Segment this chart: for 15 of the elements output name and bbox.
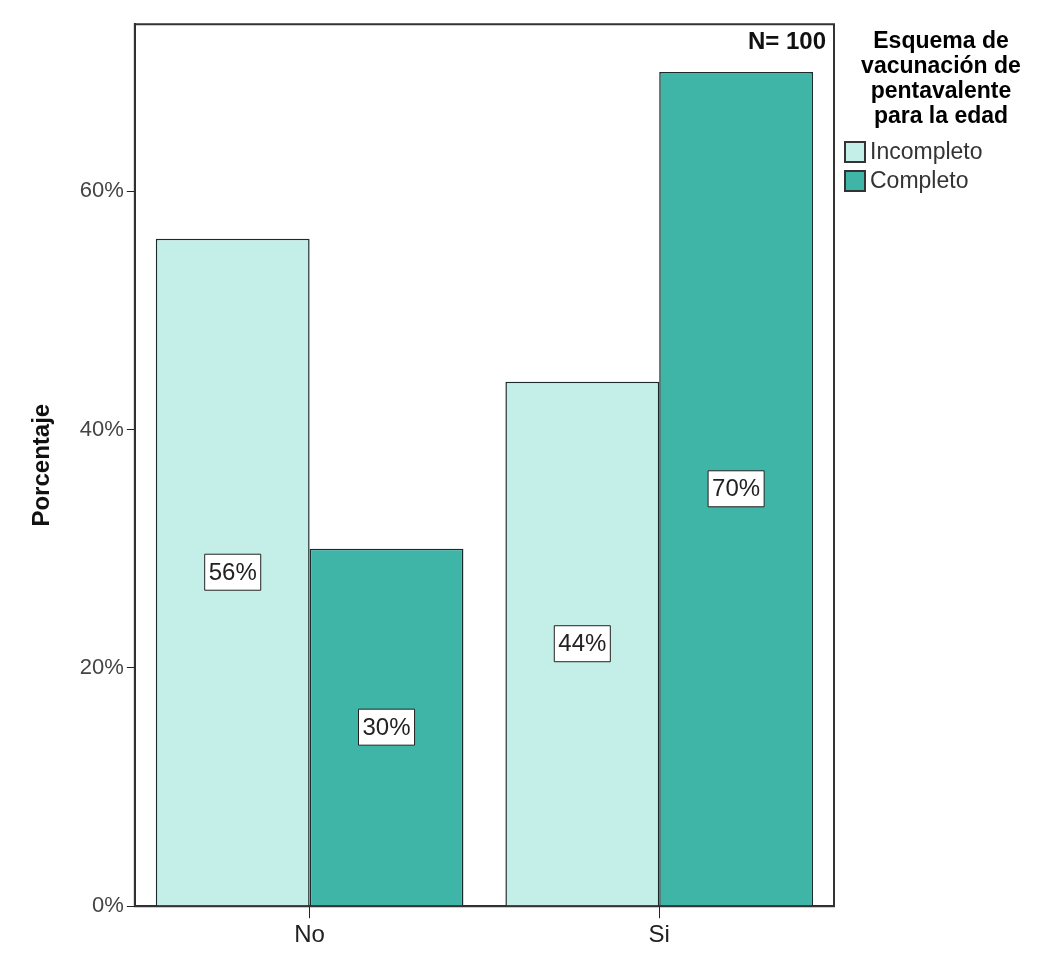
legend-label: Incompleto bbox=[870, 138, 983, 165]
x-tick-label: No bbox=[294, 920, 325, 948]
legend-label: Completo bbox=[870, 167, 969, 194]
annotation: N= 100 bbox=[747, 26, 826, 54]
y-tick-label: 40% bbox=[79, 415, 124, 441]
y-tick-label: 0% bbox=[92, 892, 124, 918]
data-label: 44% bbox=[558, 629, 607, 657]
legend-title: Esquema de vacunación de pentavalente para la edad bbox=[860, 27, 1022, 128]
y-tick-label: 60% bbox=[79, 177, 124, 203]
y-tick-label: 20% bbox=[79, 653, 124, 679]
y-axis-title: Porcentaje bbox=[27, 403, 55, 527]
data-label: 56% bbox=[208, 557, 257, 585]
data-label: 70% bbox=[712, 474, 761, 502]
x-tick-label: Si bbox=[648, 920, 670, 948]
data-label: 30% bbox=[362, 712, 411, 740]
